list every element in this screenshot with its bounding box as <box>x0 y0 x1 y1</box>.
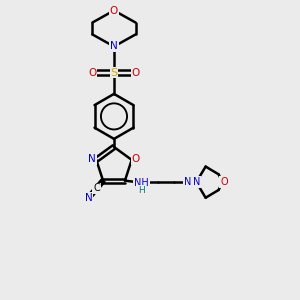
Text: C: C <box>93 183 100 194</box>
Text: O: O <box>220 177 228 187</box>
Text: O: O <box>132 154 140 164</box>
Text: S: S <box>110 68 118 78</box>
Text: N: N <box>88 154 96 164</box>
Text: O: O <box>88 68 96 78</box>
Text: NH: NH <box>134 178 149 188</box>
Text: N: N <box>85 193 92 203</box>
Text: N: N <box>184 177 192 187</box>
Text: O: O <box>132 68 140 78</box>
Text: N: N <box>110 41 118 52</box>
Text: H: H <box>138 186 145 195</box>
Text: O: O <box>110 5 118 16</box>
Text: N: N <box>193 177 200 187</box>
